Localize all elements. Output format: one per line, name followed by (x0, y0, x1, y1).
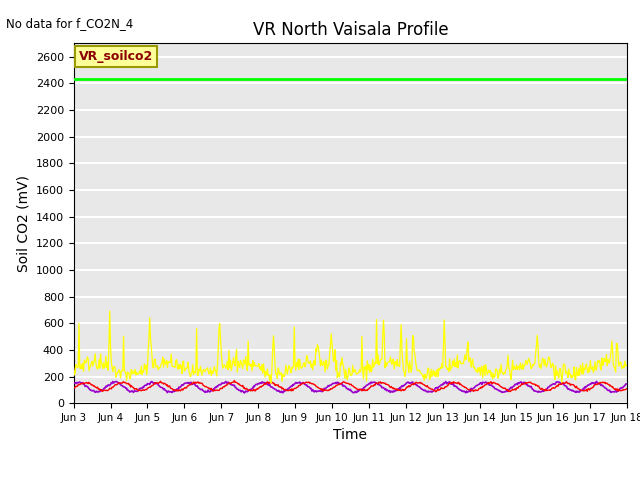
Title: VR North Vaisala Profile: VR North Vaisala Profile (253, 21, 448, 39)
Text: No data for f_CO2N_4: No data for f_CO2N_4 (6, 17, 134, 30)
Text: VR_soilco2: VR_soilco2 (79, 50, 154, 63)
Y-axis label: Soil CO2 (mV): Soil CO2 (mV) (16, 175, 30, 272)
X-axis label: Time: Time (333, 429, 367, 443)
